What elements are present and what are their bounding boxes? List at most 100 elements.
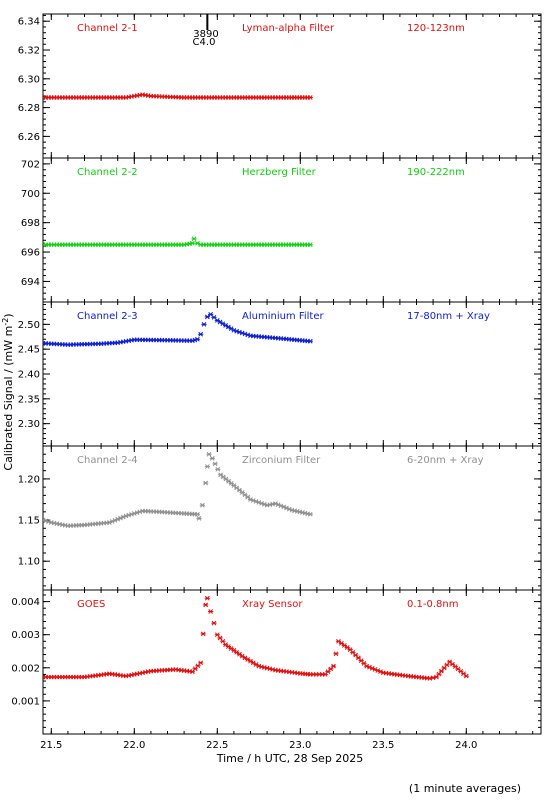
wavelength-band: 120-123nm xyxy=(407,23,465,34)
data-point xyxy=(203,480,209,486)
x-tick-label: 22.0 xyxy=(123,740,145,751)
flare-marker: 3890 C4.0 xyxy=(193,14,219,48)
data-point xyxy=(199,502,205,508)
y-tick-label: 2.30 xyxy=(18,419,40,430)
panel-frame xyxy=(42,589,542,735)
data-point xyxy=(231,648,237,653)
series-points xyxy=(43,451,313,529)
panel-2: 694 696 698 700 702 Channel 2-2 Herzberg Filte… xyxy=(21,157,542,303)
y-tick-label: 0.001 xyxy=(11,696,40,707)
series-points xyxy=(43,92,313,100)
panels: 6.26 6.28 6.30 6.32 6.34 Channel 2-1 Lyman-alp… xyxy=(11,13,542,735)
y-tick-label: 0.004 xyxy=(11,597,40,608)
data-point xyxy=(203,602,209,608)
panel-frame xyxy=(42,13,542,159)
data-point xyxy=(330,663,337,669)
y-axis-label-main: Calibrated Signal / (mW m xyxy=(2,326,15,471)
y-axis-label-superscript: -2 xyxy=(1,318,10,326)
data-point xyxy=(208,609,214,614)
data-point xyxy=(228,646,234,651)
data-point xyxy=(212,461,218,467)
panel-3: 2.30 2.35 2.40 2.45 2.50 Channel 2-3 Aluminium… xyxy=(18,301,542,447)
data-point xyxy=(204,595,210,601)
data-point xyxy=(307,511,313,517)
panel-frame xyxy=(42,445,542,591)
y-axis-label: Calibrated Signal / (mW m-2) xyxy=(1,313,15,470)
data-point xyxy=(223,642,229,647)
wavelength-band: 190-222nm xyxy=(407,167,465,178)
x-tick-label: 24.0 xyxy=(455,740,477,751)
x-axis-label: Time / h UTC, 28 Sep 2025 xyxy=(216,752,364,765)
channel-name: Channel 2-2 xyxy=(77,167,138,178)
data-point xyxy=(215,466,221,472)
data-point xyxy=(204,464,210,469)
data-point xyxy=(444,662,450,668)
x-tick-label: 22.5 xyxy=(206,740,228,751)
flare-marker-label-1: 3890 xyxy=(193,29,218,40)
data-point xyxy=(344,645,350,650)
channel-name: Channel 2-1 xyxy=(77,23,138,34)
channel-name: Channel 2-3 xyxy=(77,311,138,322)
data-point xyxy=(201,321,207,327)
data-point xyxy=(433,674,440,680)
y-tick-label: 0.002 xyxy=(11,663,40,674)
data-point xyxy=(204,314,210,320)
data-point xyxy=(234,649,240,655)
y-tick-label: 6.32 xyxy=(18,46,40,57)
y-tick-label: 6.26 xyxy=(18,132,40,143)
wavelength-band: 17-80nm + Xray xyxy=(407,311,490,322)
data-point xyxy=(194,511,200,517)
data-point xyxy=(191,236,197,242)
x-tick-label: 21.5 xyxy=(40,740,62,751)
data-point xyxy=(189,240,195,246)
y-tick-label: 2.50 xyxy=(18,320,40,331)
series-points xyxy=(43,236,313,248)
data-point xyxy=(214,632,220,638)
data-point xyxy=(436,671,442,677)
x-tick-label: 23.0 xyxy=(289,740,311,751)
data-point xyxy=(200,631,206,637)
series-points xyxy=(43,595,469,681)
averaging-footnote: (1 minute averages) xyxy=(409,782,521,795)
data-point xyxy=(333,651,339,657)
wavelength-band: 0.1-0.8nm xyxy=(407,599,459,610)
data-point xyxy=(335,638,342,644)
data-point xyxy=(225,644,231,649)
data-point xyxy=(217,635,223,641)
data-point xyxy=(209,455,215,461)
data-point xyxy=(338,641,344,646)
x-axis: 21.5 22.0 22.5 23.0 23.5 24.0 xyxy=(40,740,477,751)
data-point xyxy=(463,673,469,679)
filter-name: Lyman-alpha Filter xyxy=(242,23,335,34)
panel-4: 1.10 1.15 1.20 Channel 2-4 Zirconium Filter 6… xyxy=(18,445,542,591)
data-point xyxy=(220,638,226,644)
y-tick-label: 694 xyxy=(21,277,40,288)
data-point xyxy=(198,331,204,337)
data-point xyxy=(341,643,347,648)
filter-name: Herzberg Filter xyxy=(242,167,317,178)
data-point xyxy=(307,95,313,100)
data-point xyxy=(441,665,447,671)
channel-name: GOES xyxy=(77,599,105,610)
filter-name: Zirconium Filter xyxy=(242,455,321,466)
panel-frame xyxy=(42,301,542,447)
flare-marker-label-2: C4.0 xyxy=(193,37,216,48)
y-tick-label: 1.10 xyxy=(18,557,40,568)
filter-name: Aluminium Filter xyxy=(242,311,325,322)
y-tick-label: 2.40 xyxy=(18,370,40,381)
panel-frame xyxy=(42,157,542,303)
y-tick-label: 6.34 xyxy=(18,17,40,28)
y-tick-label: 700 xyxy=(21,189,40,200)
y-axis-label-end: ) xyxy=(2,313,15,317)
data-point xyxy=(196,516,202,521)
y-tick-label: 696 xyxy=(21,248,40,259)
y-tick-label: 698 xyxy=(21,218,40,229)
data-point xyxy=(307,242,313,248)
y-tick-label: 2.35 xyxy=(18,394,40,405)
x-tick-label: 23.5 xyxy=(372,740,394,751)
y-tick-label: 6.28 xyxy=(18,103,40,114)
data-point xyxy=(194,336,200,342)
channel-name: Channel 2-4 xyxy=(77,455,138,466)
data-point xyxy=(307,338,313,344)
